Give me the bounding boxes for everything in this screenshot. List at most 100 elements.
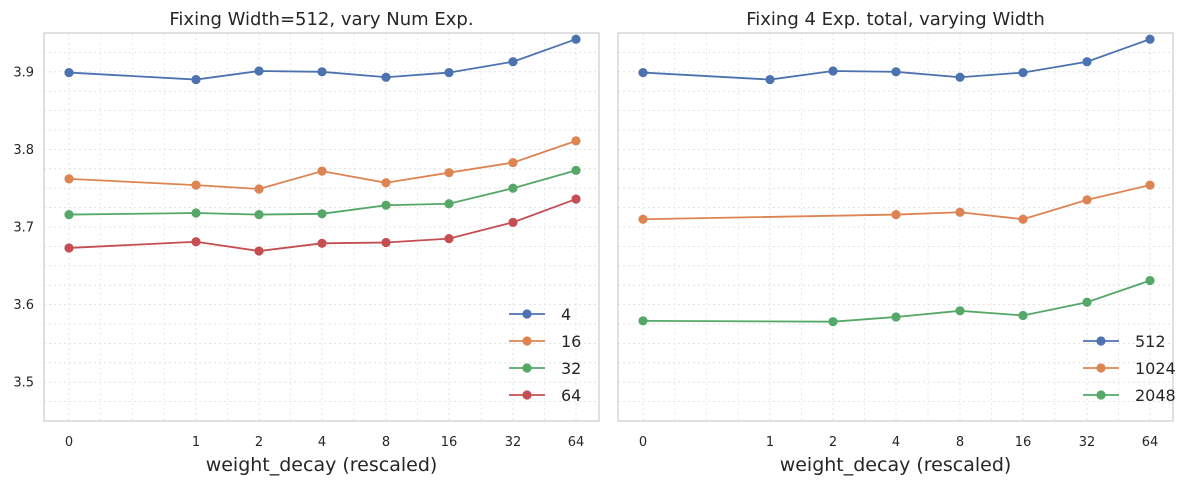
legend-entry: 64 bbox=[561, 386, 581, 405]
plot-frame bbox=[43, 32, 600, 422]
data-point bbox=[254, 184, 264, 194]
data-point bbox=[508, 183, 518, 193]
x-tick-label: 1 bbox=[192, 435, 200, 450]
data-point bbox=[508, 157, 518, 168]
data-point bbox=[571, 34, 581, 44]
plot-frame bbox=[617, 32, 1174, 422]
data-point bbox=[444, 168, 454, 178]
legend-entry: 1024 bbox=[1135, 359, 1176, 378]
y-tick-label: 3.8 bbox=[13, 143, 34, 158]
x-tick-label: 8 bbox=[382, 435, 390, 450]
data-point bbox=[191, 237, 201, 247]
legend-swatch-marker bbox=[1096, 390, 1106, 400]
data-point bbox=[638, 67, 648, 78]
x-axis-label: weight_decay (rescaled) bbox=[780, 454, 1012, 476]
legend-entry: 512 bbox=[1135, 332, 1166, 351]
y-tick-label: 3.7 bbox=[13, 221, 34, 236]
legend: 512 1024 2048 bbox=[1083, 332, 1176, 405]
data-point bbox=[571, 136, 581, 146]
data-point bbox=[317, 166, 327, 176]
x-tick-label: 2 bbox=[255, 435, 263, 450]
data-point bbox=[191, 74, 201, 85]
data-point bbox=[1018, 214, 1028, 224]
data-point bbox=[381, 200, 391, 210]
series-32 bbox=[64, 165, 581, 220]
series-line bbox=[642, 38, 1151, 81]
data-point bbox=[571, 194, 581, 204]
data-point bbox=[638, 316, 648, 326]
chart-title: Fixing 4 Exp. total, varying Width bbox=[746, 9, 1045, 30]
series-64 bbox=[64, 194, 581, 256]
data-point bbox=[828, 317, 838, 327]
data-point bbox=[64, 243, 74, 253]
data-point bbox=[381, 72, 391, 82]
series-line bbox=[68, 140, 577, 190]
data-point bbox=[891, 312, 901, 322]
data-point bbox=[191, 208, 201, 218]
x-tick-label: 0 bbox=[65, 435, 73, 450]
data-point bbox=[571, 165, 581, 175]
chart-panel-1: Fixing Width=512, vary Num Exp. 0 1 2 4 8 16 32… bbox=[13, 9, 600, 476]
x-tick-label: 1 bbox=[766, 435, 774, 450]
data-point bbox=[638, 214, 648, 224]
y-tick-label: 3.6 bbox=[13, 298, 34, 313]
y-tick-label: 3.9 bbox=[13, 65, 34, 80]
data-point bbox=[444, 67, 454, 78]
data-point bbox=[955, 306, 965, 316]
series-line bbox=[68, 38, 577, 81]
data-point bbox=[1082, 57, 1092, 67]
data-point bbox=[828, 66, 838, 76]
legend-entry: 32 bbox=[561, 359, 581, 378]
data-point bbox=[1082, 195, 1092, 205]
data-point bbox=[254, 209, 264, 220]
legend-swatch-marker bbox=[1096, 336, 1106, 346]
legend-swatch-marker bbox=[1096, 363, 1106, 373]
legend-swatch-marker bbox=[522, 336, 532, 346]
data-point bbox=[508, 57, 518, 67]
x-tick-label: 64 bbox=[568, 435, 585, 450]
series-2048 bbox=[638, 275, 1155, 327]
x-tick-label: 4 bbox=[318, 435, 326, 450]
data-point bbox=[64, 174, 74, 184]
x-tick-label: 2 bbox=[829, 435, 837, 450]
x-tick-label: 32 bbox=[1079, 435, 1096, 450]
x-tick-label: 16 bbox=[1015, 435, 1032, 450]
chart-title: Fixing Width=512, vary Num Exp. bbox=[169, 9, 473, 30]
legend-swatch-marker bbox=[522, 309, 532, 319]
data-point bbox=[191, 180, 201, 190]
series-line bbox=[642, 184, 1151, 221]
legend-swatch-marker bbox=[522, 390, 532, 400]
data-point bbox=[317, 238, 327, 248]
legend-entry: 4 bbox=[561, 305, 571, 324]
data-point bbox=[381, 178, 391, 188]
x-tick-label: 32 bbox=[505, 435, 522, 450]
x-tick-label: 16 bbox=[441, 435, 458, 450]
data-point bbox=[891, 67, 901, 77]
data-point bbox=[444, 199, 454, 209]
legend-entry: 16 bbox=[561, 332, 581, 351]
x-tick-label: 0 bbox=[639, 435, 647, 450]
x-tick-label: 4 bbox=[892, 435, 900, 450]
data-point bbox=[381, 237, 391, 248]
legend: 4 16 32 64 bbox=[509, 305, 581, 405]
data-point bbox=[1018, 310, 1028, 321]
series-line bbox=[68, 169, 577, 216]
data-point bbox=[317, 67, 327, 77]
data-point bbox=[1082, 297, 1092, 307]
data-point bbox=[765, 74, 775, 85]
legend-entry: 2048 bbox=[1135, 386, 1176, 405]
x-tick-label: 8 bbox=[956, 435, 964, 450]
y-tick-label: 3.5 bbox=[13, 376, 34, 391]
data-point bbox=[891, 209, 901, 220]
data-point bbox=[955, 207, 965, 217]
data-point bbox=[1145, 34, 1155, 44]
data-point bbox=[955, 72, 965, 82]
data-point bbox=[444, 234, 454, 244]
data-point bbox=[1145, 180, 1155, 190]
data-point bbox=[254, 246, 264, 256]
series-1024 bbox=[638, 180, 1155, 224]
x-tick-label: 64 bbox=[1142, 435, 1159, 450]
data-point bbox=[1018, 67, 1028, 78]
legend-swatch-marker bbox=[522, 363, 532, 373]
